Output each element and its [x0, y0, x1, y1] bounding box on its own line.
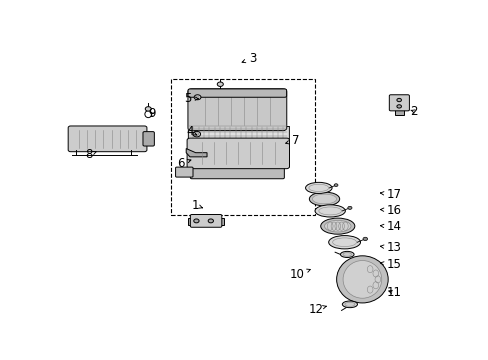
Circle shape	[217, 82, 223, 86]
Bar	[188, 218, 192, 225]
Text: 8: 8	[85, 148, 96, 161]
FancyBboxPatch shape	[187, 138, 289, 169]
FancyBboxPatch shape	[142, 132, 154, 146]
Circle shape	[396, 105, 401, 108]
Ellipse shape	[309, 192, 339, 206]
Bar	[188, 126, 288, 141]
Text: 5: 5	[184, 92, 198, 105]
Text: 3: 3	[242, 52, 256, 65]
Text: 16: 16	[380, 203, 401, 217]
Text: 4: 4	[186, 125, 196, 138]
Ellipse shape	[343, 261, 381, 298]
Bar	[171, 79, 314, 215]
Text: 14: 14	[380, 220, 401, 233]
Text: 17: 17	[380, 188, 401, 201]
Ellipse shape	[305, 183, 331, 193]
Text: 11: 11	[386, 286, 401, 299]
Circle shape	[208, 219, 213, 223]
Ellipse shape	[324, 220, 350, 232]
Ellipse shape	[340, 251, 353, 257]
FancyBboxPatch shape	[190, 164, 284, 179]
Text: 6: 6	[176, 157, 190, 170]
Circle shape	[347, 206, 351, 210]
Text: 10: 10	[289, 268, 310, 281]
Text: 13: 13	[380, 241, 401, 254]
Ellipse shape	[312, 194, 336, 204]
Text: 9: 9	[148, 107, 156, 120]
Ellipse shape	[320, 218, 354, 234]
Circle shape	[362, 237, 367, 240]
FancyBboxPatch shape	[388, 95, 408, 111]
Circle shape	[396, 98, 401, 102]
Circle shape	[194, 95, 201, 100]
Circle shape	[333, 184, 337, 186]
Text: 1: 1	[191, 199, 202, 212]
Ellipse shape	[328, 235, 360, 249]
Text: 15: 15	[380, 258, 401, 271]
FancyBboxPatch shape	[190, 215, 222, 227]
Circle shape	[193, 131, 200, 137]
Circle shape	[145, 107, 151, 111]
Ellipse shape	[342, 301, 357, 308]
FancyBboxPatch shape	[187, 89, 286, 131]
Ellipse shape	[314, 205, 345, 217]
FancyBboxPatch shape	[175, 167, 193, 177]
Bar	[219, 218, 224, 225]
Text: 2: 2	[409, 105, 416, 118]
Polygon shape	[186, 149, 206, 157]
FancyBboxPatch shape	[68, 126, 146, 152]
Text: 12: 12	[307, 303, 325, 316]
Ellipse shape	[336, 256, 387, 303]
Circle shape	[193, 219, 199, 223]
FancyBboxPatch shape	[188, 89, 286, 97]
Bar	[394, 109, 403, 115]
Text: 7: 7	[285, 134, 299, 147]
